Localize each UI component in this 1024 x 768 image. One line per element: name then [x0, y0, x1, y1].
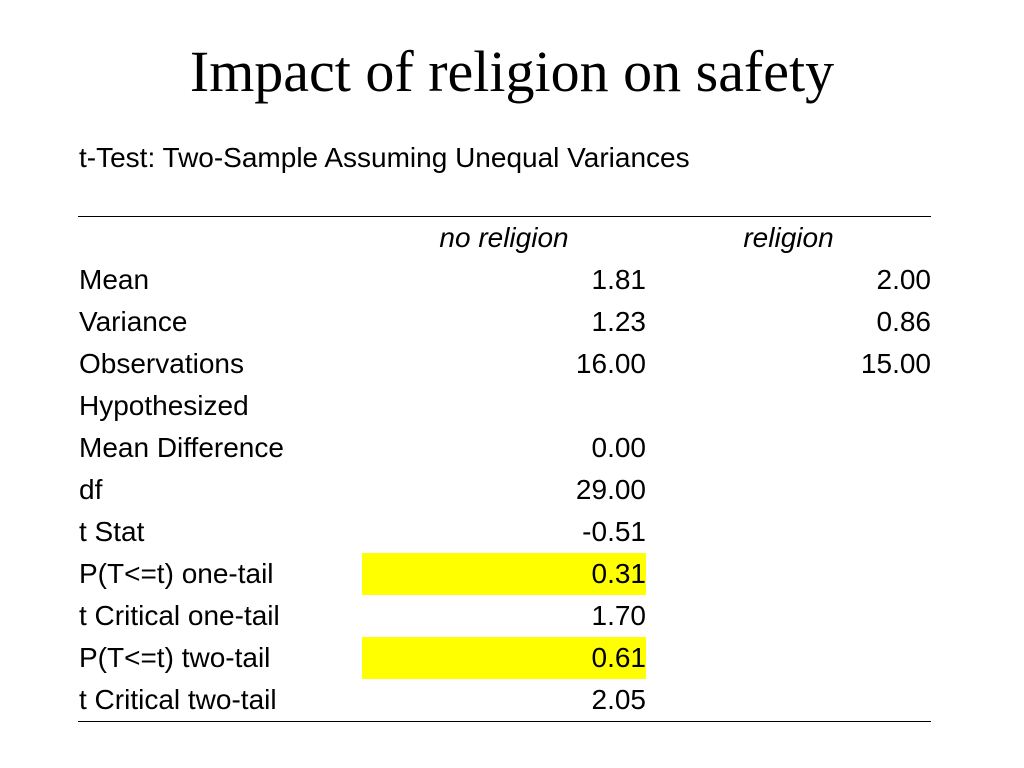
table-row: P(T<=t) one-tail 0.31 — [78, 553, 931, 595]
religion-value — [646, 469, 931, 511]
table-row: Mean Difference 0.00 — [78, 427, 931, 469]
table-caption: t-Test: Two-Sample Assuming Unequal Vari… — [79, 142, 690, 173]
table-row: df 29.00 — [78, 469, 931, 511]
no-religion-value: 0.00 — [591, 432, 647, 463]
table-row: Variance 1.23 0.86 — [78, 301, 931, 343]
table-body: Mean 1.81 2.00 Variance 1.23 0.86 Observations… — [78, 259, 931, 722]
no-religion-value-highlighted: 0.61 — [362, 637, 646, 679]
header-no-religion: no religion — [439, 222, 569, 253]
no-religion-value: 1.70 — [591, 600, 647, 631]
row-label: t Stat — [79, 516, 145, 547]
religion-value — [646, 385, 931, 427]
row-label: t Critical one-tail — [79, 600, 280, 631]
header-religion: religion — [743, 222, 834, 253]
row-label: Hypothesized — [79, 390, 249, 421]
row-label: t Critical two-tail — [79, 684, 277, 715]
t-test-table: no religion religion Mean 1.81 2.00 Varianc… — [78, 216, 931, 722]
no-religion-value: 29.00 — [575, 474, 646, 505]
table-row: t Critical two-tail 2.05 — [78, 679, 931, 722]
row-label: df — [79, 474, 103, 505]
table-row: Mean 1.81 2.00 — [78, 259, 931, 301]
religion-value — [646, 637, 931, 679]
religion-value — [646, 595, 931, 637]
no-religion-value: 1.81 — [591, 264, 647, 295]
table-row: Observations 16.00 15.00 — [78, 343, 931, 385]
header-row: no religion religion — [78, 216, 931, 260]
religion-value — [646, 511, 931, 553]
no-religion-value — [362, 385, 646, 427]
row-label: Variance — [79, 306, 188, 337]
no-religion-value: -0.51 — [582, 516, 646, 547]
table-row: t Stat -0.51 — [78, 511, 931, 553]
religion-value — [646, 553, 931, 595]
religion-value: 0.86 — [876, 306, 932, 337]
row-label: Observations — [79, 348, 244, 379]
row-label: P(T<=t) two-tail — [79, 642, 271, 673]
table-row: P(T<=t) two-tail 0.61 — [78, 637, 931, 679]
religion-value: 15.00 — [860, 348, 931, 379]
religion-value — [646, 427, 931, 469]
table-row: Hypothesized — [78, 385, 931, 427]
no-religion-value-highlighted: 0.31 — [362, 553, 646, 595]
row-label: P(T<=t) one-tail — [79, 558, 274, 589]
no-religion-value: 16.00 — [575, 348, 646, 379]
row-label: Mean Difference — [79, 432, 284, 463]
table-row: t Critical one-tail 1.70 — [78, 595, 931, 637]
religion-value — [646, 679, 931, 722]
row-label: Mean — [79, 264, 150, 295]
header-blank — [78, 217, 362, 260]
no-religion-value: 2.05 — [591, 684, 647, 715]
religion-value: 2.00 — [876, 264, 932, 295]
no-religion-value: 1.23 — [591, 306, 647, 337]
slide-title: Impact of religion on safety — [189, 39, 835, 104]
